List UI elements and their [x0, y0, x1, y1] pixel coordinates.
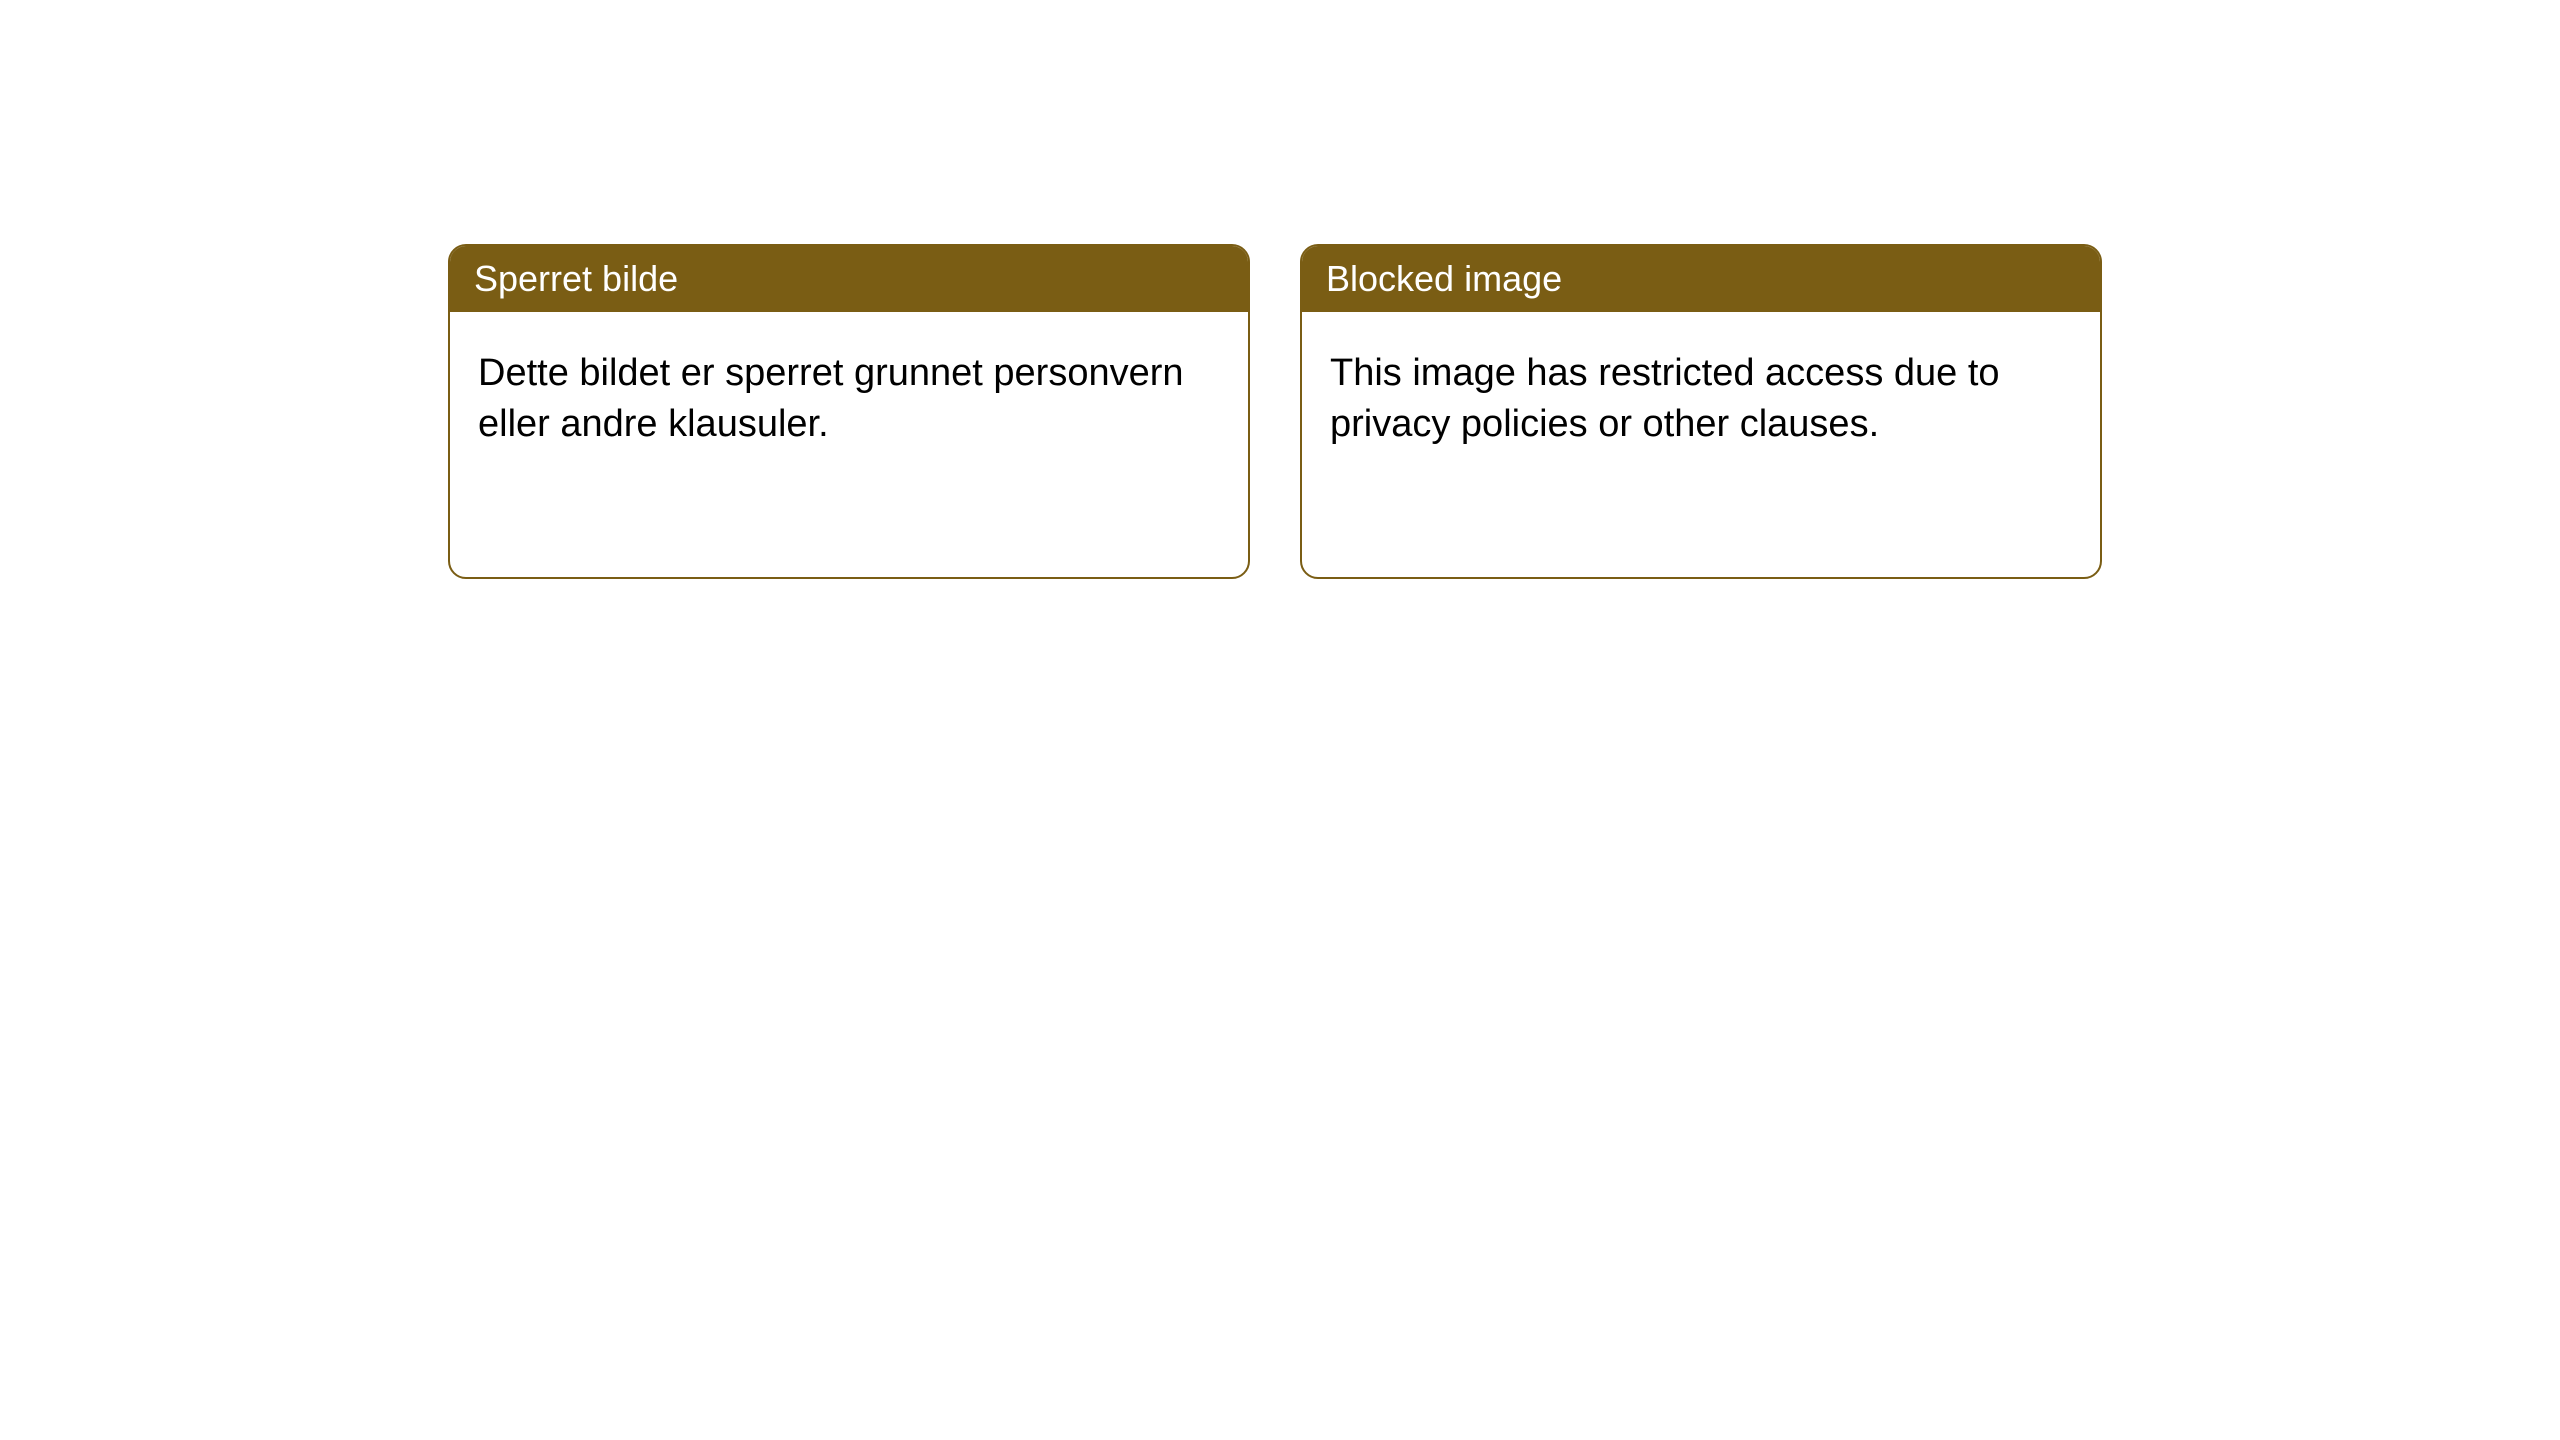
- card-body: This image has restricted access due to …: [1302, 312, 2100, 487]
- notice-card-norwegian: Sperret bilde Dette bildet er sperret gr…: [448, 244, 1250, 579]
- notice-container: Sperret bilde Dette bildet er sperret gr…: [448, 244, 2102, 579]
- card-header: Sperret bilde: [450, 246, 1248, 312]
- card-body: Dette bildet er sperret grunnet personve…: [450, 312, 1248, 487]
- notice-card-english: Blocked image This image has restricted …: [1300, 244, 2102, 579]
- card-header: Blocked image: [1302, 246, 2100, 312]
